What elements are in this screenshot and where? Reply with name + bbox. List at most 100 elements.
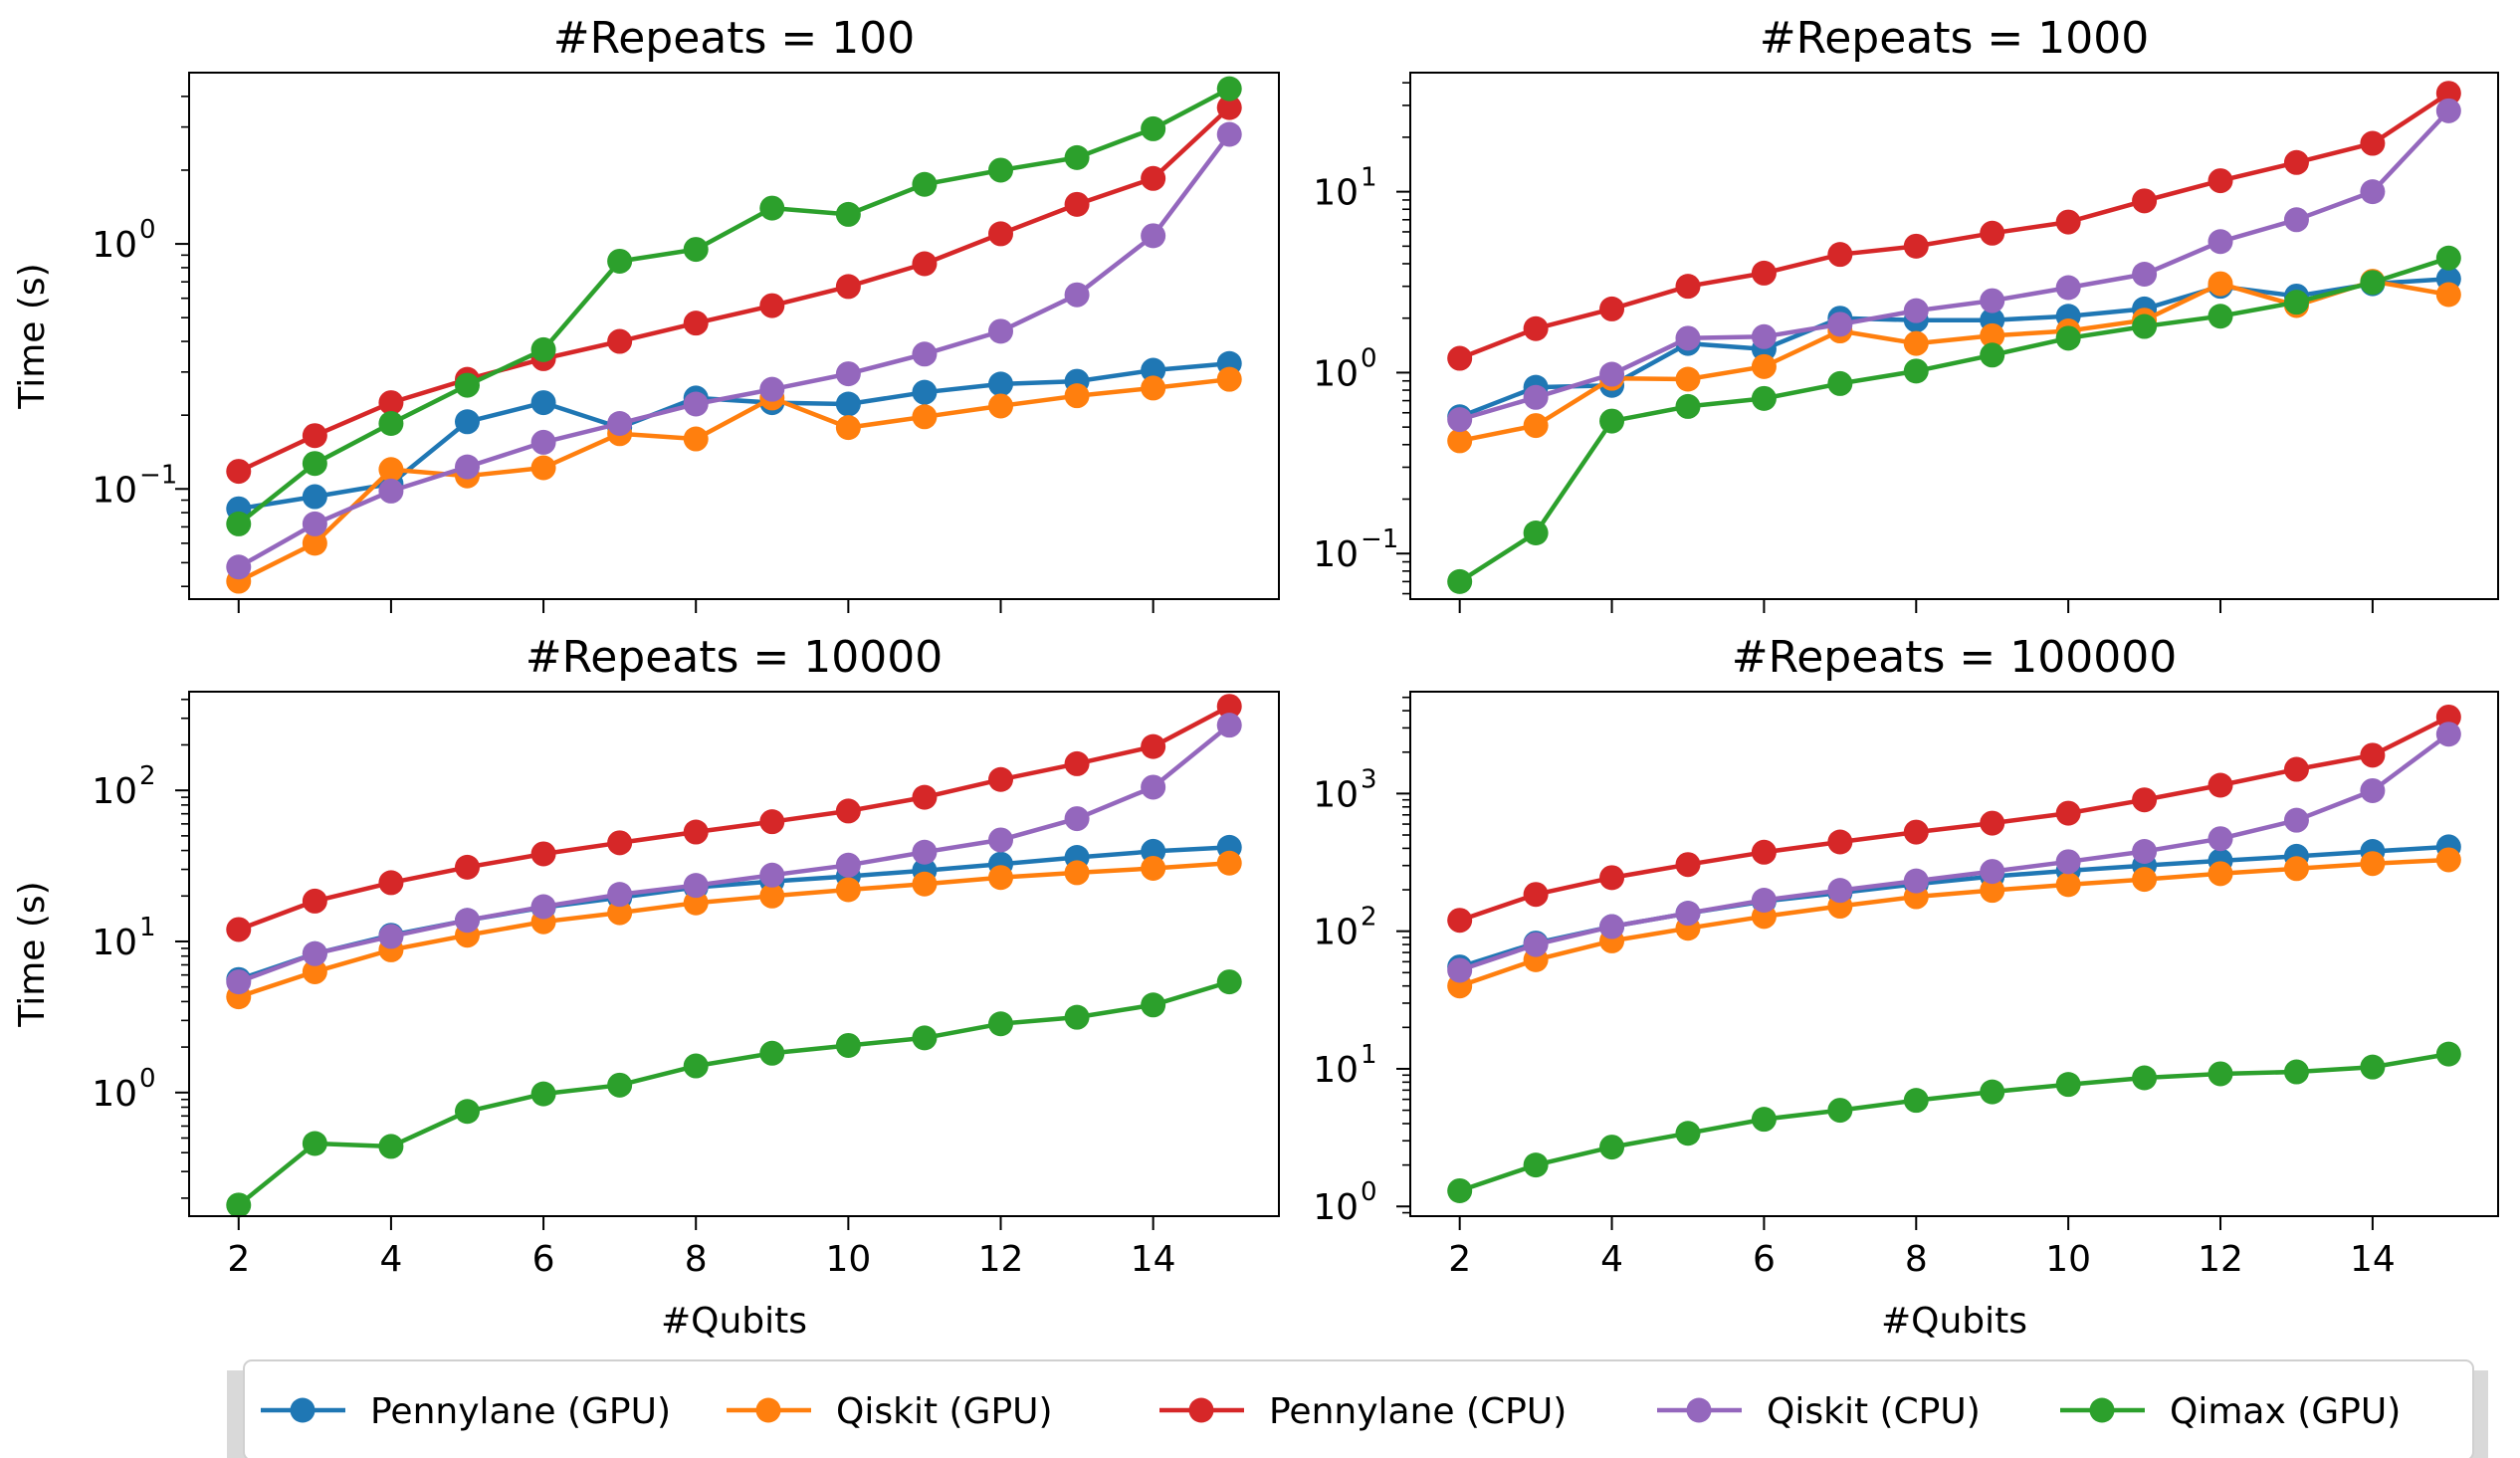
axes-frame: [188, 72, 1280, 600]
data-point: [988, 318, 1014, 344]
y-tick-label: 10: [92, 470, 137, 511]
x-tick-label: 8: [685, 1239, 708, 1280]
data-point: [302, 888, 327, 914]
data-point: [2132, 787, 2158, 813]
data-point: [835, 1032, 861, 1058]
data-point: [302, 511, 327, 536]
data-point: [1751, 260, 1777, 286]
data-point: [1141, 855, 1166, 881]
y-tick-label: 10: [1313, 913, 1359, 953]
data-point: [2360, 851, 2386, 877]
data-point: [2283, 807, 2309, 833]
data-point: [1447, 1177, 1473, 1203]
y-tick-exponent: −1: [139, 460, 177, 490]
data-point: [607, 830, 633, 856]
data-point: [2360, 1054, 2386, 1080]
y-tick-exponent: 0: [139, 215, 156, 245]
data-point: [1980, 1079, 2005, 1105]
data-point: [2435, 245, 2461, 271]
y-tick-exponent: 1: [1361, 1040, 1377, 1070]
data-point: [1980, 342, 2005, 368]
data-point: [1599, 865, 1625, 891]
data-point: [1675, 901, 1701, 927]
data-point: [302, 530, 327, 556]
data-point: [1903, 233, 1929, 259]
data-point: [1064, 282, 1090, 308]
data-point: [912, 1025, 938, 1051]
data-point: [454, 854, 480, 880]
data-point: [912, 379, 938, 405]
series-line: [238, 704, 1231, 933]
data-point: [683, 237, 709, 263]
data-point: [835, 274, 861, 300]
data-point: [683, 890, 709, 916]
data-point: [2055, 209, 2081, 235]
data-point: [835, 201, 861, 227]
data-point: [454, 454, 480, 480]
subplot-title: #Repeats = 100: [553, 13, 916, 64]
data-point: [530, 336, 556, 362]
x-tick-label: 4: [1600, 1239, 1623, 1280]
data-point: [1903, 358, 1929, 384]
data-point: [912, 341, 938, 367]
data-point: [1675, 1121, 1701, 1146]
data-point: [1903, 868, 1929, 894]
data-point: [912, 839, 938, 865]
series-line: [1459, 108, 2450, 422]
legend-marker: [755, 1397, 781, 1423]
data-point: [1980, 288, 2005, 313]
data-point: [988, 1011, 1014, 1037]
data-point: [759, 883, 785, 909]
data-point: [226, 554, 252, 580]
y-minor-ticks: [181, 698, 189, 1199]
series-line: [238, 360, 1230, 512]
data-point: [2207, 861, 2233, 887]
data-point: [759, 862, 785, 888]
data-point: [2360, 130, 2386, 156]
data-point: [2435, 847, 2461, 873]
data-point: [1064, 1004, 1090, 1030]
data-point: [1141, 115, 1166, 141]
data-point: [683, 426, 709, 452]
data-point: [1447, 568, 1473, 594]
y-tick-label: 10: [1313, 353, 1359, 394]
data-point: [2283, 1059, 2309, 1085]
y-minor-ticks: [1402, 82, 1410, 595]
data-point: [530, 390, 556, 416]
data-point: [1141, 774, 1166, 800]
data-point: [1751, 323, 1777, 349]
series-qimax-gpu: [226, 76, 1242, 536]
data-point: [1216, 121, 1242, 147]
y-tick-exponent: 0: [1361, 343, 1377, 373]
legend-label-qiskit-cpu: Qiskit (CPU): [1767, 1391, 1981, 1432]
data-point: [530, 894, 556, 920]
data-point: [1980, 220, 2005, 246]
data-point: [378, 457, 404, 483]
data-point: [1751, 839, 1777, 865]
data-point: [988, 827, 1014, 853]
data-point: [2055, 275, 2081, 301]
data-point: [378, 390, 404, 416]
subplot-repeats-100000: #Repeats = 100000 #Qubits 10 010 110 210 32 4…: [1313, 632, 2499, 1342]
data-point: [2207, 826, 2233, 852]
data-point: [835, 877, 861, 903]
y-minor-ticks: [181, 96, 189, 588]
data-point: [988, 157, 1014, 183]
data-point: [378, 1134, 404, 1159]
y-tick-label: 10: [1313, 1050, 1359, 1091]
data-point: [1599, 408, 1625, 434]
subplot-title: #Repeats = 100000: [1732, 632, 2177, 683]
data-point: [2435, 1041, 2461, 1067]
data-point: [2435, 81, 2461, 106]
data-point: [683, 1053, 709, 1079]
axes-frame: [188, 691, 1280, 1217]
series-pennylane-cpu: [1447, 704, 2461, 934]
x-tick-label: 2: [227, 1239, 250, 1280]
data-point: [1675, 325, 1701, 351]
legend-label-qimax-gpu: Qimax (GPU): [2170, 1391, 2401, 1432]
legend-label-qiskit-gpu: Qiskit (GPU): [836, 1391, 1053, 1432]
y-tick-label: 10: [1313, 534, 1359, 575]
x-tick-label: 6: [532, 1239, 555, 1280]
x-tick-label: 2: [1448, 1239, 1471, 1280]
